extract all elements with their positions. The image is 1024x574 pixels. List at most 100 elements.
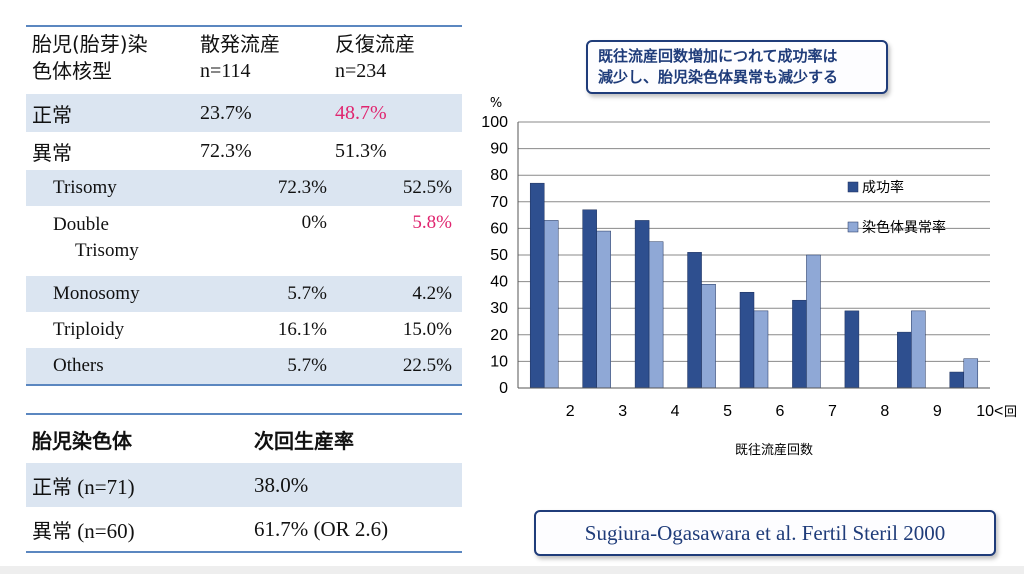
y-unit-label: % [490,96,502,111]
recurrent-header: 反復流産 n=234 [335,26,462,94]
row-label: 正常 [26,94,200,132]
x-tick-label: 4 [671,403,680,420]
table-row: 正常 23.7% 48.7% [26,94,462,132]
recurrent-header-title: 反復流産 [335,32,415,56]
recurrent-value: 5.8% [412,212,452,233]
row-value: 38.0% [248,463,462,507]
next-birth-table: 胎児染色体 次回生産率 正常 (n=71) 38.0% 異常 (n=60) 61… [26,413,462,553]
x-tick-label: 3 [618,403,627,420]
y-tick-label: 20 [490,327,508,344]
sporadic-value: 5.7% [200,348,335,385]
sporadic-value: 23.7% [200,94,335,132]
bar-abnormal [963,358,979,389]
sporadic-header-title: 散発流産 [200,32,280,56]
karyotype-header-line2: 色体核型 [32,59,112,83]
y-tick-label: 90 [490,141,508,158]
legend-swatch [847,221,859,233]
x-unit-label: 回 [1004,405,1017,420]
row-label: Monosomy [26,276,200,312]
bar-abnormal [648,241,664,389]
bar-success [949,371,965,389]
sporadic-value: 72.3% [200,170,335,206]
y-tick-label: 60 [490,220,508,237]
sporadic-value: 5.7% [200,276,335,312]
bar-abnormal [543,220,559,389]
row-label-jp: 異常 [32,518,72,543]
bar-success [634,220,650,389]
row-label: 異常 [32,140,72,165]
row-label-n: (n=60) [72,518,135,543]
bar-success [792,299,807,389]
table-row: 正常 (n=71) 38.0% [26,463,462,507]
recurrent-value: 4.2% [335,276,462,312]
bar-chart: 0 10 20 30 40 50 60 70 80 90 100% 2 3 4 5 6 7 8 9 10< 回既往流産回… [481,96,1017,458]
recurrent-header-n: n=234 [335,60,387,82]
recurrent-value: 48.7% [335,94,462,132]
recurrent-value: 51.3% [335,139,387,162]
y-tick-label: 30 [490,300,508,317]
table-row: 異常 72.3% 51.3% [26,132,462,170]
row-label: Double Trisomy [26,206,200,276]
sporadic-header-n: n=114 [200,60,251,82]
karyotype-header-line1: 胎児(胎芽)染 [32,32,148,56]
table-row: Triploidy 16.1% 15.0% [26,312,462,348]
x-tick-label: 8 [880,403,889,420]
row-label: 正常 (n=71) [26,463,248,507]
table-row: Monosomy 5.7% 4.2% [26,276,462,312]
y-tick-label: 70 [490,194,508,211]
next-birth-table-header: 胎児染色体 次回生産率 [26,414,462,463]
x-axis-title: 既往流産回数 [735,442,813,458]
chart-axes: 0 10 20 30 40 50 60 70 80 90 100% 2 3 4 5 6 7 8 9 10< 回既往流産回… [481,96,1017,458]
bar-success [897,331,912,389]
recurrent-value: 15.0% [402,319,452,340]
karyotype-header-label: 胎児(胎芽)染 色体核型 [26,26,200,94]
karyotype-table: 胎児(胎芽)染 色体核型 散発流産 n=114 反復流産 n=234 正常 23… [26,25,462,386]
row-label: Trisomy [26,170,200,206]
y-tick-label: 0 [499,380,508,397]
karyotype-table-header: 胎児(胎芽)染 色体核型 散発流産 n=114 反復流産 n=234 [26,26,462,94]
finding-callout: 既往流産回数増加につれて成功率は 減少し、胎児染色体異常も減少する [586,40,888,94]
row-label-line1: Double [53,214,109,235]
citation-box: Sugiura-Ogasawara et al. Fertil Steril 2… [534,510,996,556]
bottom-strip [0,566,1024,574]
bar-abnormal [753,310,769,389]
bar-success [739,291,755,389]
y-tick-label: 10 [490,353,508,370]
table-row: 異常 (n=60) 61.7% (OR 2.6) [26,507,462,552]
next-birth-rate-header: 次回生産率 [254,428,354,453]
row-label-line2: Trisomy [75,240,139,261]
row-label-n: (n=71) [72,474,135,499]
row-label: Others [26,348,200,385]
y-tick-label: 40 [490,274,508,291]
bar-success [582,209,597,389]
bar-abnormal [596,230,611,389]
sporadic-value: 16.1% [277,319,327,340]
sporadic-value: 0% [301,212,327,233]
chart-bars [529,182,979,389]
bar-success [844,310,860,389]
legend-label: 染色体異常率 [862,219,946,236]
y-tick-label: 50 [490,247,508,264]
recurrent-value: 22.5% [335,348,462,385]
row-label: 異常 (n=60) [26,507,248,552]
bar-success [687,252,702,389]
row-value: 61.7% (OR 2.6) [254,516,389,541]
x-tick-label: 6 [776,403,785,420]
legend-swatch [847,181,859,193]
x-tick-label: 5 [723,403,732,420]
bar-abnormal [911,310,926,389]
recurrent-value: 52.5% [335,170,462,206]
y-tick-label: 100 [481,114,508,131]
legend-label: 成功率 [862,179,904,196]
x-tick-label: 9 [933,403,942,420]
fetal-chromosome-header: 胎児染色体 [32,428,132,453]
table-row: Trisomy 72.3% 52.5% [26,170,462,206]
table-row: Double Trisomy 0% 5.8% [26,206,462,276]
citation-text: Sugiura-Ogasawara et al. Fertil Steril 2… [584,520,946,545]
sporadic-value: 72.3% [200,139,252,162]
bar-success [529,182,545,389]
x-tick-label: 7 [828,403,837,420]
row-label-jp: 正常 [32,474,72,499]
bar-abnormal [701,284,716,389]
